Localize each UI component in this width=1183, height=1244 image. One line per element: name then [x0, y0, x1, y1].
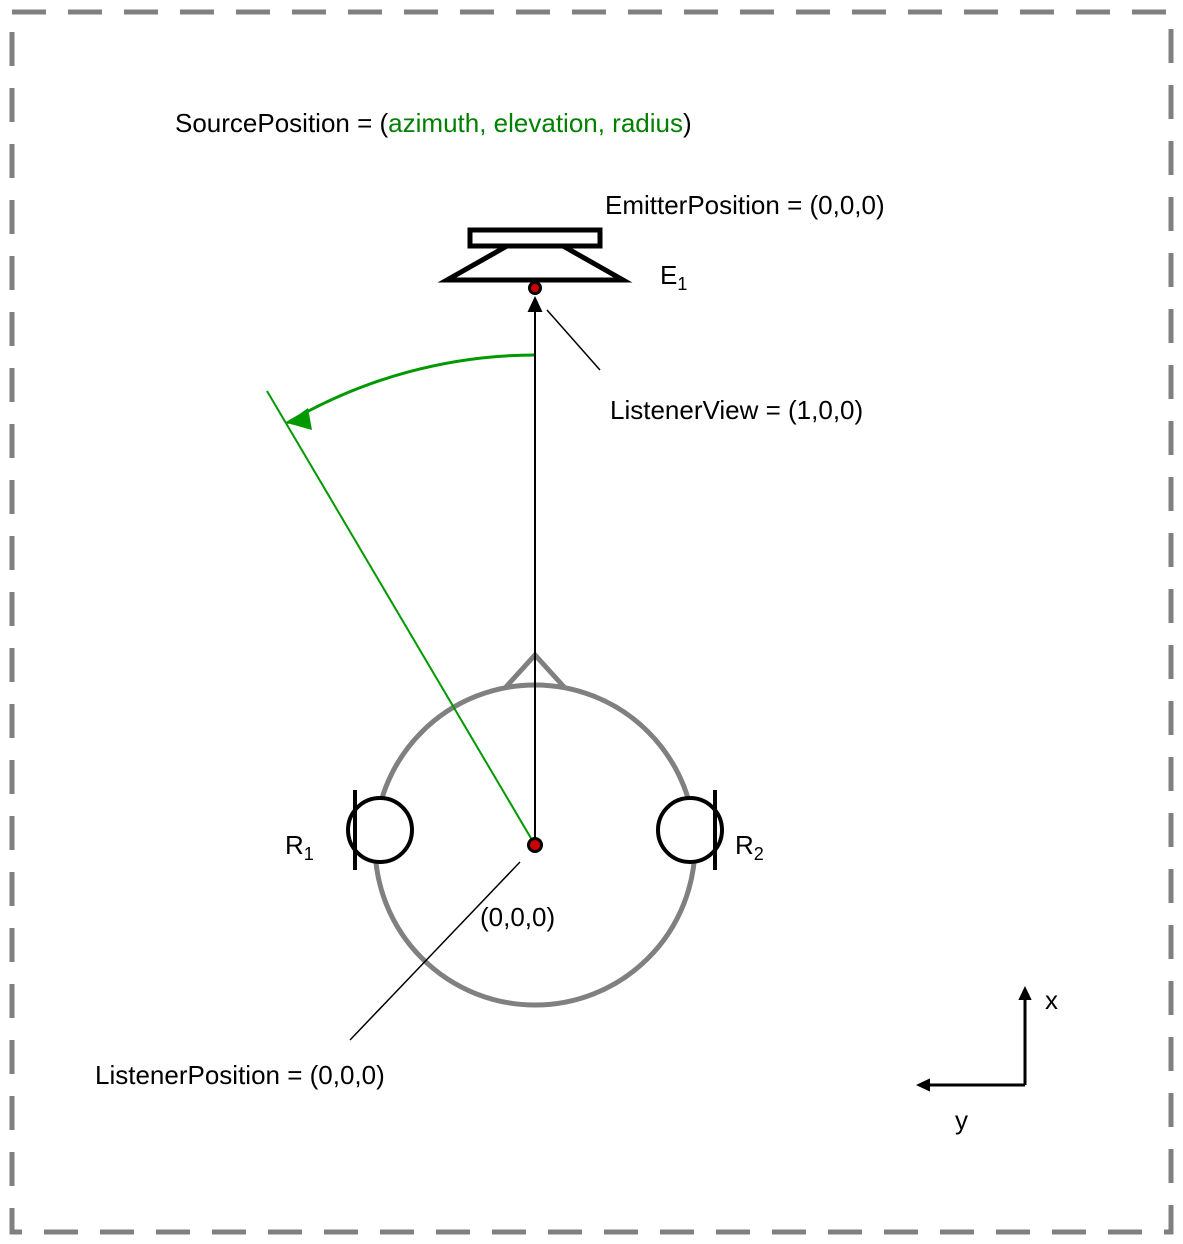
dashed-border: [12, 12, 1171, 1232]
azimuth-arc: [287, 355, 535, 423]
origin-dot-inner: [530, 840, 540, 850]
listener-view-callout: [547, 310, 600, 370]
listener-position-label: ListenerPosition = (0,0,0): [95, 1060, 385, 1091]
left-ear: [348, 798, 412, 862]
view-arrow-head: [528, 296, 543, 312]
azimuth-arrowhead: [287, 408, 312, 430]
origin-coords-label: (0,0,0): [480, 902, 555, 933]
source-position-label: SourcePosition = (azimuth, elevation, ra…: [175, 108, 692, 139]
source-prefix: SourcePosition = (: [175, 108, 388, 138]
listener-pos-callout: [350, 862, 520, 1040]
axis-x-head: [1018, 986, 1031, 1000]
x-axis-label: x: [1045, 985, 1058, 1016]
receiver-2-label: R2: [735, 830, 764, 861]
emitter-position-label: EmitterPosition = (0,0,0): [605, 190, 885, 221]
source-params: azimuth, elevation, radius: [388, 108, 683, 138]
y-axis-label: y: [955, 1105, 968, 1136]
receiver-1-label: R1: [285, 830, 314, 861]
right-ear: [658, 798, 722, 862]
emitter-e1-label: E1: [660, 260, 687, 291]
diagram-svg: [0, 0, 1183, 1244]
source-suffix: ): [683, 108, 692, 138]
axis-y-head: [916, 1078, 930, 1091]
listener-view-label: ListenerView = (1,0,0): [610, 395, 863, 426]
emitter-dot-inner: [531, 284, 539, 292]
azimuth-line: [267, 391, 535, 845]
speaker-cone: [447, 246, 623, 280]
